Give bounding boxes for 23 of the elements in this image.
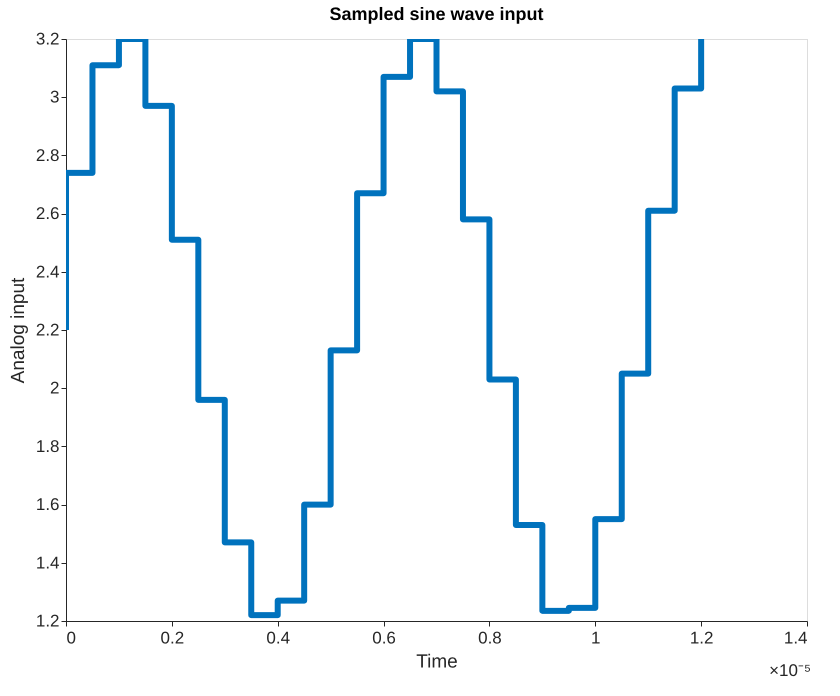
y-tick-label: 1.4: [36, 553, 60, 572]
x-tick-label: 0.4: [266, 628, 290, 648]
y-tick-label: 1.8: [36, 436, 60, 456]
y-tick-label: 2.6: [36, 204, 60, 224]
x-tick-label: 1: [591, 628, 601, 648]
x-tick-label: 0.8: [478, 628, 502, 648]
y-tick-label: 3.2: [36, 30, 60, 48]
x-tick-label: 0: [66, 628, 76, 648]
y-tick-label: 2.8: [36, 146, 60, 165]
x-tick-label: 1.4: [784, 628, 808, 648]
x-tick-label: 1.2: [690, 628, 714, 648]
y-tick-label: 1.2: [36, 612, 60, 630]
y-tick-label: 2: [50, 378, 60, 398]
x-tick-label: 0.6: [372, 628, 396, 648]
x-axis-title: Time: [416, 652, 458, 672]
y-tick-label: 1.6: [36, 495, 60, 514]
y-axis-title: Analog input: [8, 276, 29, 384]
text: ×10⁻⁵: [769, 661, 811, 680]
y-tick-label: 2.2: [36, 320, 60, 340]
chart-title: Sampled sine wave input: [329, 4, 544, 24]
y-tick-label: 2.4: [36, 262, 60, 282]
y-tick-label: 3: [50, 88, 60, 107]
x-tick-label: 0.2: [160, 628, 184, 648]
